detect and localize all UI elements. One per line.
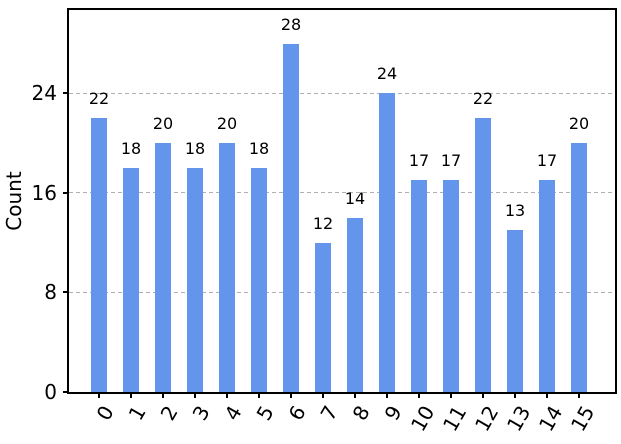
bar [571, 143, 587, 392]
x-tick-mark [162, 393, 164, 398]
x-tick-label: 12 [469, 401, 503, 436]
x-tick-label: 10 [405, 401, 439, 436]
bar [315, 242, 331, 392]
x-tick-mark [98, 393, 100, 398]
bar [379, 93, 395, 392]
bar-value-label: 13 [504, 201, 526, 221]
x-tick-mark [130, 393, 132, 398]
x-tick-label: 7 [315, 401, 343, 425]
bar-value-label: 12 [312, 213, 334, 233]
y-tick-label: 0 [44, 380, 57, 404]
gridline [69, 291, 615, 293]
x-tick-label: 8 [347, 401, 375, 425]
x-tick-label: 13 [501, 401, 535, 436]
bar [91, 118, 107, 392]
bar-value-label: 28 [280, 14, 302, 34]
bar-value-label: 17 [408, 151, 430, 171]
bar-value-label: 20 [152, 114, 174, 134]
x-tick-mark [290, 393, 292, 398]
bar [187, 168, 203, 392]
y-tick-mark [63, 92, 69, 95]
x-tick-mark [386, 393, 388, 398]
gridline [69, 192, 615, 194]
bar [123, 168, 139, 392]
x-tick-mark [482, 393, 484, 398]
x-tick-label: 1 [123, 401, 151, 425]
x-tick-mark [546, 393, 548, 398]
bar [283, 43, 299, 392]
x-tick-mark [258, 393, 260, 398]
bar-value-label: 18 [184, 139, 206, 159]
y-tick-label: 8 [44, 280, 57, 305]
x-tick-mark [418, 393, 420, 398]
x-tick-label: 15 [565, 401, 599, 436]
x-tick-mark [226, 393, 228, 398]
x-tick-label: 0 [91, 401, 119, 425]
bar-value-label: 18 [120, 139, 142, 159]
y-tick-label: 16 [31, 180, 57, 205]
x-tick-mark [194, 393, 196, 398]
x-tick-mark [450, 393, 452, 398]
bar-value-label: 20 [568, 114, 590, 134]
bar [219, 143, 235, 392]
bar-value-label: 17 [440, 151, 462, 171]
bar [507, 230, 523, 392]
bar-value-label: 22 [88, 89, 110, 109]
gridline [69, 92, 615, 94]
y-tick-label: 24 [31, 81, 57, 106]
bar [539, 180, 555, 392]
bar [443, 180, 459, 392]
bar-value-label: 17 [536, 151, 558, 171]
x-tick-label: 6 [283, 401, 311, 425]
x-tick-label: 3 [187, 401, 215, 425]
bar [347, 217, 363, 392]
x-tick-mark [578, 393, 580, 398]
bar [155, 143, 171, 392]
bar-value-label: 22 [472, 89, 494, 109]
y-tick-mark [63, 191, 69, 194]
x-tick-mark [322, 393, 324, 398]
bar [411, 180, 427, 392]
bar-value-label: 18 [248, 139, 270, 159]
bar [475, 118, 491, 392]
plot-area [67, 8, 617, 394]
x-tick-mark [514, 393, 516, 398]
x-tick-label: 14 [533, 401, 567, 436]
x-tick-label: 9 [379, 401, 407, 425]
x-tick-label: 11 [437, 401, 471, 436]
y-tick-mark [63, 291, 69, 294]
x-tick-mark [354, 393, 356, 398]
x-tick-label: 5 [251, 401, 279, 425]
x-tick-label: 2 [155, 401, 183, 425]
bar [251, 168, 267, 392]
bar-value-label: 14 [344, 188, 366, 208]
bar-value-label: 24 [376, 64, 398, 84]
x-tick-label: 4 [219, 401, 247, 425]
bar-value-label: 20 [216, 114, 238, 134]
y-tick-mark [63, 391, 69, 393]
